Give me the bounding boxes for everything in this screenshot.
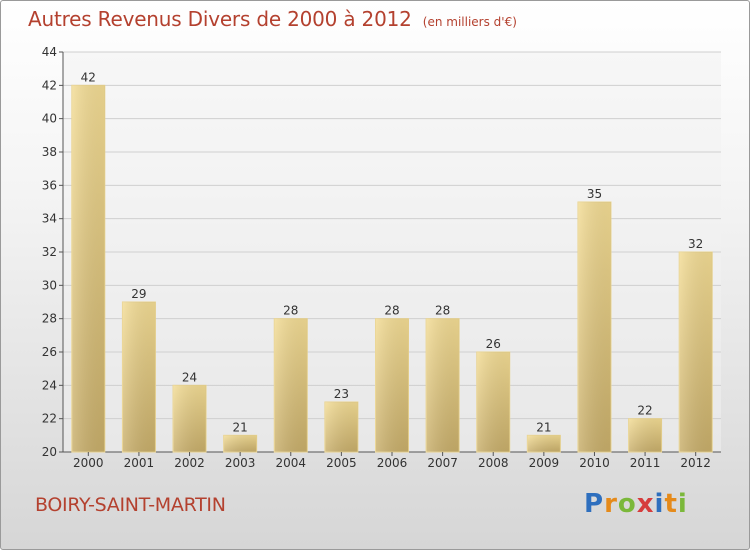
- bar-shade-2001: [122, 302, 156, 452]
- bar-shade-2009: [527, 435, 561, 452]
- bar-shade-2005: [324, 402, 358, 452]
- town-name: BOIRY-SAINT-MARTIN: [35, 494, 226, 516]
- x-tick-label-2003: 2003: [225, 456, 256, 470]
- data-label-2007: 28: [435, 304, 450, 318]
- y-tick-label: 44: [42, 45, 57, 59]
- bar-shade-2011: [628, 418, 662, 452]
- y-tick-label: 42: [42, 78, 57, 92]
- bar-shade-2000: [71, 85, 105, 452]
- x-tick-label-2009: 2009: [529, 456, 560, 470]
- chart-title-row: Autres Revenus Divers de 2000 à 2012 (en…: [28, 7, 517, 31]
- x-tick-label-2007: 2007: [427, 456, 458, 470]
- data-label-2001: 29: [131, 287, 146, 301]
- y-tick-label: 22: [42, 412, 57, 426]
- data-label-2009: 21: [536, 420, 551, 434]
- bar-shade-2012: [679, 252, 713, 452]
- data-label-2008: 26: [486, 337, 501, 351]
- y-tick-label: 38: [42, 145, 57, 159]
- data-label-2010: 35: [587, 187, 602, 201]
- chart-title: Autres Revenus Divers de 2000 à 2012: [28, 7, 412, 31]
- proxiti-logo: Proxiti: [584, 489, 688, 519]
- x-tick-label-2004: 2004: [275, 456, 306, 470]
- bar-shade-2010: [577, 202, 611, 452]
- y-tick-label: 36: [42, 178, 57, 192]
- x-tick-label-2011: 2011: [630, 456, 661, 470]
- x-tick-label-2001: 2001: [124, 456, 155, 470]
- bar-shade-2002: [173, 385, 207, 452]
- data-label-2002: 24: [182, 370, 197, 384]
- bar-shade-2008: [476, 352, 510, 452]
- x-tick-label-2005: 2005: [326, 456, 357, 470]
- x-tick-label-2006: 2006: [377, 456, 408, 470]
- x-tick-label-2012: 2012: [680, 456, 711, 470]
- data-label-2004: 28: [283, 304, 298, 318]
- y-tick-label: 26: [42, 345, 57, 359]
- data-label-2005: 23: [334, 387, 349, 401]
- x-tick-label-2010: 2010: [579, 456, 610, 470]
- bar-shade-2006: [375, 318, 409, 452]
- y-tick-label: 28: [42, 312, 57, 326]
- data-label-2000: 42: [81, 70, 96, 84]
- y-tick-label: 24: [42, 378, 57, 392]
- x-tick-label-2000: 2000: [73, 456, 104, 470]
- y-tick-label: 30: [42, 278, 57, 292]
- bar-shade-2003: [223, 435, 257, 452]
- bar-shade-2007: [426, 318, 460, 452]
- data-label-2012: 32: [688, 237, 703, 251]
- x-tick-label-2008: 2008: [478, 456, 509, 470]
- bar-shade-2004: [274, 318, 308, 452]
- data-label-2011: 22: [637, 404, 652, 418]
- y-tick-label: 40: [42, 112, 57, 126]
- chart-unit-label: (en milliers d'€): [422, 15, 517, 29]
- y-tick-label: 20: [42, 445, 57, 459]
- x-tick-label-2002: 2002: [174, 456, 205, 470]
- data-label-2003: 21: [233, 420, 248, 434]
- data-label-2006: 28: [384, 304, 399, 318]
- y-tick-label: 32: [42, 245, 57, 259]
- y-tick-label: 34: [42, 212, 57, 226]
